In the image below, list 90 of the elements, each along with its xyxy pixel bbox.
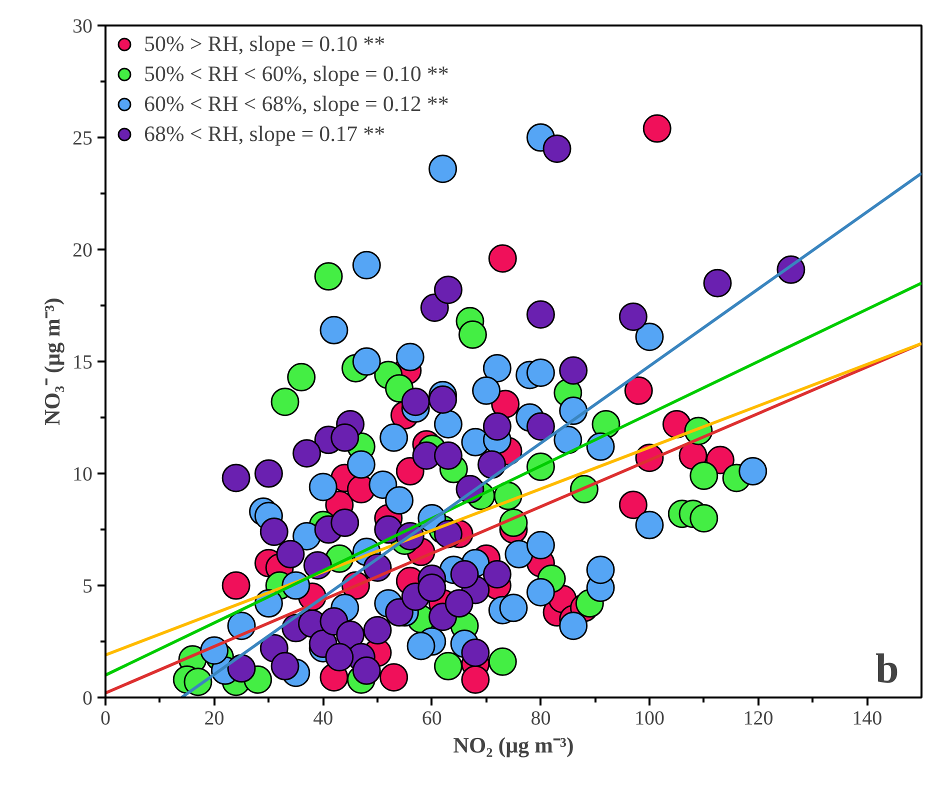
y-tick-label: 5	[82, 576, 92, 598]
x-tick-label: 140	[852, 708, 882, 730]
point	[325, 642, 354, 672]
y-tick-label: 20	[72, 240, 92, 262]
point	[482, 412, 512, 441]
point	[260, 518, 288, 546]
legend-label: 50% < RH < 60%, slope = 0.10 **	[144, 61, 449, 87]
point	[635, 322, 664, 352]
point	[526, 530, 555, 560]
point	[396, 342, 424, 372]
point	[406, 632, 436, 660]
point	[488, 244, 517, 273]
point	[254, 459, 283, 488]
point	[690, 504, 718, 533]
point	[526, 578, 555, 606]
legend-label: 50% > RH, slope = 0.10 **	[144, 31, 386, 57]
point	[308, 472, 338, 502]
point	[690, 462, 718, 490]
point	[618, 302, 648, 331]
point	[526, 412, 555, 441]
point	[624, 376, 653, 405]
legend-label: 68% < RH, slope = 0.17 **	[144, 121, 386, 147]
point	[330, 423, 360, 452]
point	[396, 457, 424, 486]
y-tick-label: 10	[72, 464, 92, 486]
point	[472, 376, 501, 405]
point	[401, 388, 430, 416]
point	[586, 556, 615, 584]
x-axis-title: NO₂ (μg m⁻³)	[453, 732, 574, 758]
point	[276, 540, 305, 568]
x-tick-label: 60	[422, 708, 442, 730]
x-tick-label: 20	[204, 708, 224, 730]
point	[428, 154, 458, 184]
point	[461, 638, 490, 667]
point	[222, 464, 250, 492]
point	[559, 612, 588, 640]
point	[287, 362, 316, 392]
point	[738, 457, 768, 486]
point	[635, 510, 664, 540]
point	[526, 358, 555, 387]
y-axis-title: NO₃⁻ (μg m⁻³)	[40, 298, 64, 426]
point	[559, 356, 588, 385]
point	[526, 300, 555, 329]
point	[346, 450, 376, 479]
y-tick-label: 25	[72, 128, 92, 150]
point	[428, 385, 458, 414]
point	[450, 560, 479, 589]
point	[352, 347, 381, 376]
point	[434, 652, 462, 680]
x-tick-label: 100	[634, 708, 664, 730]
point	[352, 656, 381, 685]
point	[444, 589, 474, 618]
annotation: b	[876, 646, 899, 692]
point	[270, 652, 300, 680]
point	[499, 594, 528, 622]
y-tick-label: 15	[72, 352, 92, 374]
legend-label: 60% < RH < 68%, slope = 0.12 **	[144, 91, 449, 117]
point	[380, 663, 408, 692]
point	[314, 262, 343, 291]
point	[488, 647, 517, 676]
x-tick-label: 120	[743, 708, 774, 730]
point	[385, 486, 414, 515]
point	[292, 439, 322, 468]
point	[477, 450, 506, 479]
point	[542, 134, 572, 163]
point	[703, 268, 732, 298]
point	[434, 441, 462, 470]
point	[458, 320, 487, 349]
point	[352, 250, 381, 280]
point	[418, 574, 446, 602]
point	[461, 665, 490, 694]
point	[270, 388, 300, 416]
point	[227, 654, 256, 683]
point	[482, 354, 512, 382]
point	[330, 508, 360, 538]
x-tick-label: 0	[100, 708, 110, 730]
x-tick-label: 40	[313, 708, 334, 730]
point	[482, 560, 512, 589]
point	[320, 316, 348, 344]
point	[222, 571, 250, 600]
point	[434, 276, 462, 304]
y-tick-label: 0	[82, 688, 92, 710]
point	[434, 410, 462, 438]
point	[380, 423, 408, 452]
x-tick-label: 80	[530, 708, 551, 730]
point	[504, 540, 534, 568]
y-tick-label: 30	[72, 16, 92, 38]
point	[363, 616, 392, 645]
point	[618, 490, 648, 520]
point	[642, 114, 672, 143]
